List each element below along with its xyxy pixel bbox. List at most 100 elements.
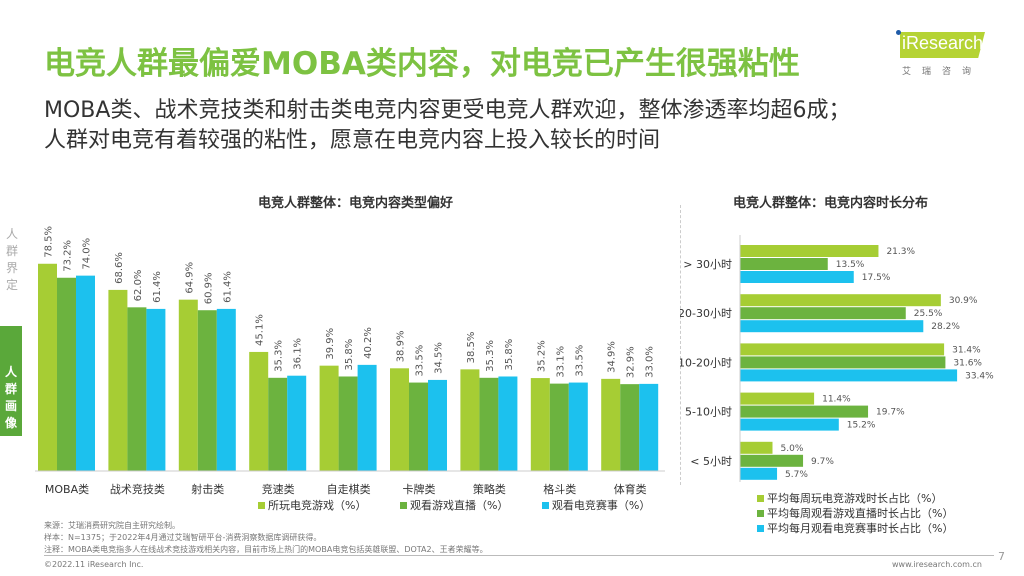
data-label: 31.6% xyxy=(953,358,982,368)
bar-1-5 xyxy=(409,382,428,471)
bar-0-3 xyxy=(249,351,269,471)
footer-site: www.iresearch.com.cn xyxy=(892,560,982,569)
left-legend: 所玩电竞游戏（%） 观看游戏直播（%） 观看电竞赛事（%） xyxy=(258,497,650,513)
footer-note: 注释：MOBA类电竞指多人在线战术竞技游戏相关内容，目前市场上热门的MOBA电竞… xyxy=(44,545,488,554)
side-tab-profile-label: 人群画像 xyxy=(4,365,17,430)
bar-2-6 xyxy=(498,376,518,471)
data-label: 17.5% xyxy=(862,273,891,283)
data-label: 38.5% xyxy=(466,332,477,364)
bar-1-8 xyxy=(620,384,640,471)
side-tab-profile[interactable]: 人群画像 xyxy=(0,326,22,436)
bar-0-8 xyxy=(601,378,621,471)
hbar-2-3 xyxy=(740,418,839,431)
right-legend: 平均每周玩电竞游戏时长占比（%） 平均每周观看游戏直播时长占比（%） 平均每月观… xyxy=(757,491,953,536)
data-label: 5.0% xyxy=(781,444,804,454)
bar-2-5 xyxy=(428,379,447,471)
side-tab-definition[interactable]: 人群界定 xyxy=(5,227,18,292)
data-label: 61.4% xyxy=(152,271,163,303)
data-label: 64.9% xyxy=(184,262,195,294)
bar-1-4 xyxy=(338,376,358,471)
data-label: 15.2% xyxy=(847,421,876,431)
bar-2-1 xyxy=(146,308,166,471)
data-label: 34.9% xyxy=(607,341,618,373)
data-label: 25.5% xyxy=(914,309,943,319)
bar-0-6 xyxy=(460,369,480,471)
data-label: 13.5% xyxy=(836,260,865,270)
x-tick-label: 战术竞技类 xyxy=(110,482,165,496)
bar-1-0 xyxy=(57,277,76,471)
x-tick-label: 卡牌类 xyxy=(403,482,436,496)
y-tick-label: 5-10小时 xyxy=(685,406,732,419)
hbar-1-4 xyxy=(740,454,804,467)
bar-1-6 xyxy=(479,377,499,471)
data-label: 34.5% xyxy=(434,342,445,374)
hbar-1-0 xyxy=(740,258,828,270)
bar-2-0 xyxy=(76,275,95,471)
footer-source: 来源：艾瑞消费研究院自主研究绘制。 xyxy=(44,521,180,530)
page-number: 7 xyxy=(998,550,1005,563)
logo-cn: 艾瑞咨询 xyxy=(902,67,983,77)
hbar-0-1 xyxy=(740,294,941,307)
bar-0-2 xyxy=(178,299,198,471)
bar-1-3 xyxy=(268,377,288,471)
legend-item-play: 所玩电竞游戏（%） xyxy=(258,499,366,512)
data-label: 33.4% xyxy=(965,371,994,381)
data-label: 68.6% xyxy=(114,252,125,284)
data-label: 33.1% xyxy=(555,346,566,378)
y-tick-label: < 5小时 xyxy=(690,455,732,468)
data-label: 73.2% xyxy=(63,240,74,272)
right-chart-title: 电竞人群整体：电竞内容时长分布 xyxy=(733,196,929,211)
footer-divider xyxy=(44,555,994,556)
bar-1-1 xyxy=(127,307,147,471)
hbar-0-2 xyxy=(740,343,945,356)
bar-2-4 xyxy=(357,364,377,471)
bar-2-8 xyxy=(639,383,659,471)
data-label: 30.9% xyxy=(949,296,978,306)
right-chart: 21.3% 13.5% 17.5% > 30小时 30.9% 25.5% 28.2% 20-3… xyxy=(680,235,994,482)
bar-0-7 xyxy=(530,378,550,471)
x-tick-label: 格斗类 xyxy=(543,482,576,496)
data-label: 33.5% xyxy=(574,345,585,377)
chart-divider xyxy=(680,205,681,485)
left-chart-title: 电竞人群整体：电竞内容类型偏好 xyxy=(258,196,454,211)
data-label: 61.4% xyxy=(222,271,233,303)
bar-0-1 xyxy=(108,289,128,471)
y-tick-label: > 30小时 xyxy=(683,258,732,271)
hbar-1-1 xyxy=(740,307,906,320)
data-label: 78.5% xyxy=(44,226,55,258)
hbar-2-2 xyxy=(740,369,958,382)
data-label: 5.7% xyxy=(785,470,808,480)
x-tick-label: 自走棋类 xyxy=(327,482,371,496)
legend-item-monthly-match: 平均每月观看电竞赛事时长占比（%） xyxy=(757,521,953,536)
data-label: 35.3% xyxy=(274,340,285,372)
iresearch-logo: iResearch 艾瑞咨询 xyxy=(890,30,990,78)
data-label: 33.0% xyxy=(645,346,656,378)
footer-copyright: ©2022.11 iResearch Inc. xyxy=(44,560,144,569)
data-label: 35.8% xyxy=(344,339,355,371)
data-label: 35.3% xyxy=(485,340,496,372)
hbar-2-1 xyxy=(740,320,924,333)
hbar-0-3 xyxy=(740,392,815,405)
x-tick-label: 射击类 xyxy=(191,482,224,496)
data-label: 62.0% xyxy=(133,270,144,302)
page-title: 电竞人群最偏爱MOBA类内容，对电竞已产生很强粘性 xyxy=(44,46,800,82)
data-label: 36.1% xyxy=(293,338,304,370)
data-label: 35.8% xyxy=(504,339,515,371)
legend-item-match: 观看电竞赛事（%） xyxy=(541,499,650,512)
bar-2-3 xyxy=(287,375,307,471)
x-tick-label: 竞速类 xyxy=(262,482,295,496)
bar-0-5 xyxy=(390,368,409,471)
subtitle-line-1: MOBA类、战术竞技类和射击类电竞内容更受电竞人群欢迎，整体渗透率均超6成； xyxy=(44,98,851,123)
data-label: 32.9% xyxy=(626,346,637,378)
hbar-0-4 xyxy=(740,441,773,454)
footer-sample: 样本：N=1375；于2022年4月通过艾瑞智研平台-消费洞察数据库调研获得。 xyxy=(44,533,322,542)
data-label: 74.0% xyxy=(82,238,93,270)
data-label: 33.5% xyxy=(415,345,426,377)
data-label: 60.9% xyxy=(203,272,214,304)
y-tick-label: 10-20小时 xyxy=(680,356,732,369)
data-label: 11.4% xyxy=(822,395,851,405)
data-label: 39.9% xyxy=(325,328,336,360)
bar-0-4 xyxy=(319,365,339,471)
logo-brand: iResearch xyxy=(902,33,984,53)
x-tick-label: 策略类 xyxy=(473,482,506,496)
